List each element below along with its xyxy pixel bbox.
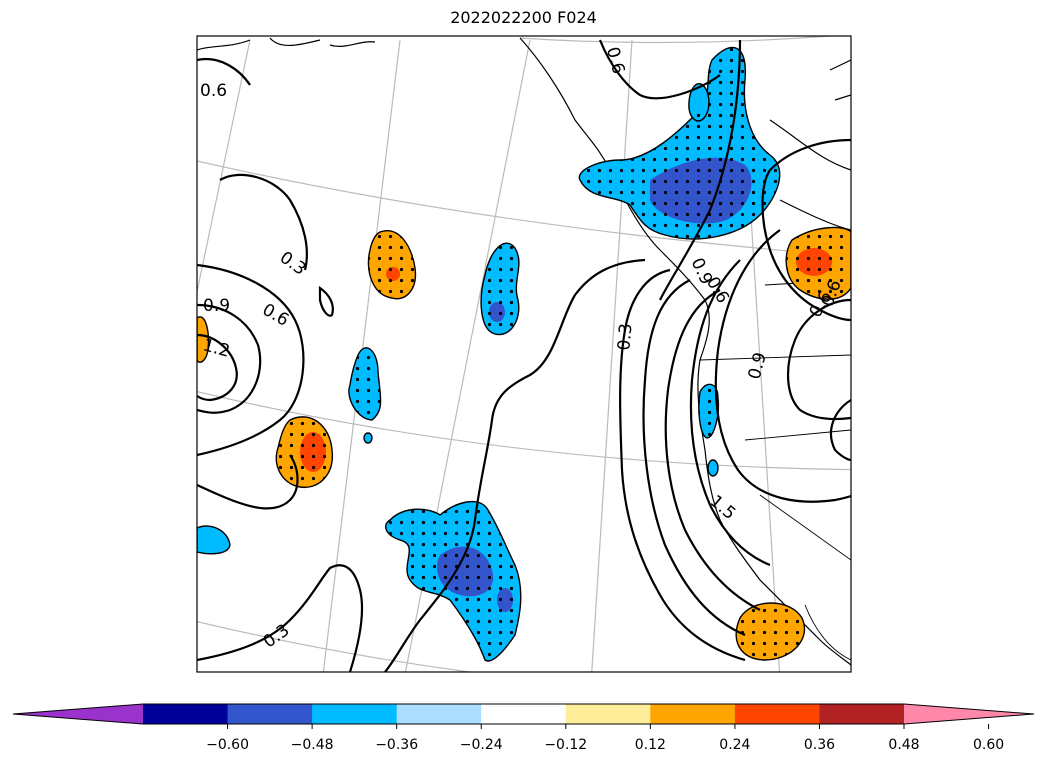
- colorbar-segment: [143, 704, 229, 724]
- contour-label: 0.6: [602, 45, 628, 76]
- pos-region-edge: [197, 316, 210, 363]
- contour-label: 0.3: [276, 248, 310, 280]
- colorbar-tick-label: 0.48: [888, 737, 919, 753]
- colorbar-tick-label: −0.60: [206, 737, 249, 753]
- map-frame: [196, 35, 852, 673]
- map-title: 2022022200 F024: [450, 8, 597, 27]
- colorbar-tick-label: 0.60: [973, 737, 1004, 753]
- colorbar-segment: [819, 704, 905, 724]
- colorbar-tick-label: −0.36: [375, 737, 418, 753]
- colorbar-outline: [12, 703, 1035, 725]
- graticule: [197, 36, 851, 672]
- anomaly-shading: [197, 46, 851, 662]
- colorbar-segments: [12, 703, 1035, 725]
- contour-label: 0.3: [614, 323, 636, 352]
- colorbar-segment: [734, 704, 820, 724]
- colorbar-segment: [396, 704, 482, 724]
- neg-region-edge: [197, 525, 231, 555]
- map-panel: 0.6 0.3 0.9 0.6 1.2 0.3 0.3 0.6 0.9 0.6 …: [196, 35, 852, 673]
- contour-label: 0.6: [200, 81, 227, 101]
- contour-label: 0.6: [259, 300, 292, 331]
- colorbar-segment: [227, 704, 313, 724]
- colorbar-ticks: −0.60 −0.48 −0.36 −0.24 −0.12 0.12 0.24 0.36 0.4…: [206, 724, 1004, 753]
- contour-label: 1.5: [706, 491, 740, 524]
- colorbar-segment: [565, 704, 651, 724]
- colorbar-tick-label: 0.12: [635, 737, 666, 753]
- colorbar-tick-label: 0.24: [719, 737, 750, 753]
- colorbar-segment: [481, 704, 567, 724]
- colorbar-tick-label: −0.48: [291, 737, 334, 753]
- colorbar-tick-label: −0.12: [544, 737, 587, 753]
- contour-label: 0.9: [203, 296, 230, 316]
- contour-label: 0.9: [745, 350, 771, 381]
- colorbar-extend-high: [904, 704, 1034, 724]
- colorbar-segment: [312, 704, 398, 724]
- colorbar-extend-low: [13, 704, 143, 724]
- contour-label: 0.3: [260, 620, 294, 652]
- contour-lines: [197, 39, 851, 672]
- colorbar-tick-label: 0.36: [804, 737, 835, 753]
- colorbar-segment: [650, 704, 736, 724]
- colorbar-tick-label: −0.24: [460, 737, 503, 753]
